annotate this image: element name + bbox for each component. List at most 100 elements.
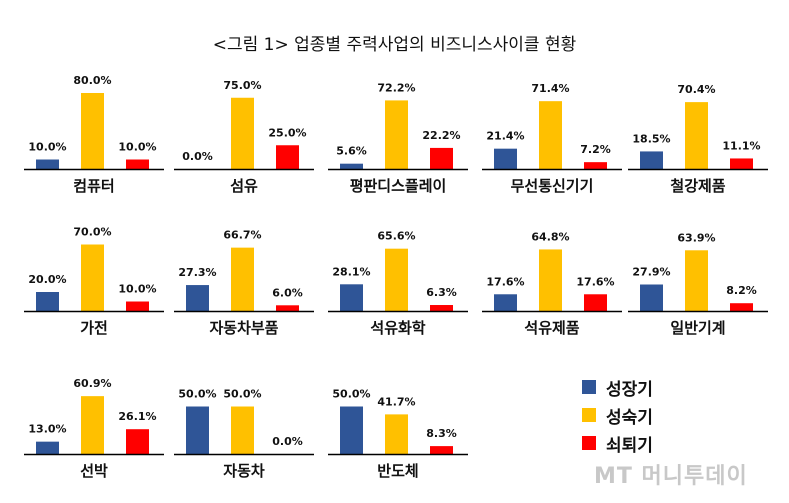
- bar-11-2: [81, 396, 104, 454]
- panel-6: 20.0% 70.0% 10.0% 가전: [24, 226, 164, 337]
- bar-6-3: [126, 301, 149, 311]
- data-label-9-2: 64.8%: [531, 230, 569, 243]
- category-label-9: 석유제품: [524, 319, 579, 337]
- category-label-1: 컴퓨터: [73, 177, 114, 195]
- category-label-13: 반도체: [377, 462, 418, 480]
- data-label-6-3: 10.0%: [118, 283, 156, 296]
- panel-5: 18.5% 70.4% 11.1% 철강제품: [628, 83, 768, 195]
- data-label-2-3: 25.0%: [268, 126, 306, 139]
- data-label-8-3: 6.3%: [426, 286, 457, 299]
- bar-1-1: [36, 159, 59, 169]
- data-label-10-2: 63.9%: [677, 231, 715, 244]
- bar-7-3: [276, 305, 299, 311]
- category-label-7: 자동차부품: [209, 319, 278, 337]
- bar-13-2: [385, 414, 408, 454]
- bar-3-2: [385, 100, 408, 169]
- data-label-12-2: 50.0%: [223, 388, 261, 401]
- data-label-3-3: 22.2%: [422, 129, 460, 142]
- category-label-3: 평판디스플레이: [350, 177, 447, 195]
- category-label-11: 선박: [80, 462, 108, 480]
- data-label-4-2: 71.4%: [531, 82, 569, 95]
- panel-12: 50.0% 50.0% 0.0% 자동차: [174, 388, 314, 480]
- legend-label-growth: 성장기: [606, 379, 653, 400]
- data-label-11-2: 60.9%: [73, 377, 111, 390]
- panel-7: 27.3% 66.7% 6.0% 자동차부품: [174, 229, 314, 337]
- data-label-6-1: 20.0%: [28, 273, 66, 286]
- data-label-2-2: 75.0%: [223, 79, 261, 92]
- legend-label-maturity: 성숙기: [606, 407, 653, 428]
- data-label-12-1: 50.0%: [178, 388, 216, 401]
- bar-3-3: [430, 147, 453, 169]
- data-label-10-1: 27.9%: [632, 265, 670, 278]
- bar-5-1: [640, 151, 663, 169]
- category-label-8: 석유화학: [370, 319, 425, 337]
- bar-9-3: [584, 294, 607, 311]
- panel-9: 17.6% 64.8% 17.6% 석유제품: [482, 230, 622, 337]
- bar-11-1: [36, 441, 59, 454]
- bar-5-3: [730, 158, 753, 169]
- data-label-7-1: 27.3%: [178, 266, 216, 279]
- data-label-11-3: 26.1%: [118, 410, 156, 423]
- bar-1-3: [126, 159, 149, 169]
- data-label-5-3: 11.1%: [722, 139, 760, 152]
- category-label-6: 가전: [80, 319, 108, 337]
- bar-6-1: [36, 292, 59, 311]
- data-label-13-1: 50.0%: [332, 388, 370, 401]
- legend-item-maturity: 성숙기: [582, 402, 653, 428]
- legend-swatch-maturity: [582, 408, 596, 422]
- panel-10: 27.9% 63.9% 8.2% 일반기계: [628, 231, 768, 337]
- bar-8-3: [430, 305, 453, 311]
- bar-9-1: [494, 294, 517, 311]
- data-label-4-3: 7.2%: [580, 143, 611, 156]
- legend-label-decline: 쇠퇴기: [606, 435, 653, 456]
- data-label-13-2: 41.7%: [377, 395, 415, 408]
- data-label-12-3: 0.0%: [272, 435, 303, 448]
- data-label-4-1: 21.4%: [486, 130, 524, 143]
- bar-10-3: [730, 303, 753, 311]
- category-label-2: 섬유: [230, 177, 258, 195]
- chart-title: <그림 1> 업종별 주력사업의 비즈니스사이클 현황: [212, 35, 577, 55]
- data-label-5-2: 70.4%: [677, 83, 715, 96]
- data-label-9-1: 17.6%: [486, 275, 524, 288]
- bar-4-2: [539, 101, 562, 169]
- bar-12-2: [231, 406, 254, 454]
- bar-13-1: [340, 406, 363, 454]
- data-label-1-2: 80.0%: [73, 74, 111, 87]
- bar-1-2: [81, 93, 104, 169]
- bar-3-1: [340, 163, 363, 169]
- bar-10-2: [685, 250, 708, 311]
- data-label-7-2: 66.7%: [223, 229, 261, 242]
- panel-8: 28.1% 65.6% 6.3% 석유화학: [328, 230, 468, 337]
- bar-7-1: [186, 285, 209, 311]
- data-label-11-1: 13.0%: [28, 423, 66, 436]
- bar-9-2: [539, 249, 562, 311]
- bar-2-3: [276, 145, 299, 169]
- data-label-3-1: 5.6%: [336, 145, 367, 158]
- category-label-10: 일반기계: [670, 319, 725, 337]
- bar-5-2: [685, 102, 708, 169]
- bar-13-3: [430, 446, 453, 454]
- data-label-13-3: 8.3%: [426, 427, 457, 440]
- category-label-12: 자동차: [223, 462, 265, 480]
- bar-4-1: [494, 148, 517, 169]
- data-label-9-3: 17.6%: [576, 275, 614, 288]
- data-label-10-3: 8.2%: [726, 284, 757, 297]
- bar-6-2: [81, 244, 104, 311]
- bar-10-1: [640, 284, 663, 311]
- bar-2-2: [231, 97, 254, 169]
- data-label-1-3: 10.0%: [118, 141, 156, 154]
- data-label-8-1: 28.1%: [332, 265, 370, 278]
- legend-swatch-decline: [582, 436, 596, 450]
- bar-8-2: [385, 248, 408, 311]
- bar-7-2: [231, 247, 254, 311]
- panel-1: 10.0% 80.0% 10.0% 컴퓨터: [24, 74, 164, 195]
- watermark-logo: MT 머니투데이: [594, 464, 748, 489]
- panel-11: 13.0% 60.9% 26.1% 선박: [24, 377, 164, 480]
- legend-item-decline: 쇠퇴기: [582, 430, 653, 456]
- panel-4: 21.4% 71.4% 7.2% 무선통신기기: [482, 82, 622, 195]
- legend-item-growth: 성장기: [582, 374, 653, 400]
- bar-4-3: [584, 162, 607, 169]
- data-label-8-2: 65.6%: [377, 230, 415, 243]
- panel-13: 50.0% 41.7% 8.3% 반도체: [328, 388, 468, 480]
